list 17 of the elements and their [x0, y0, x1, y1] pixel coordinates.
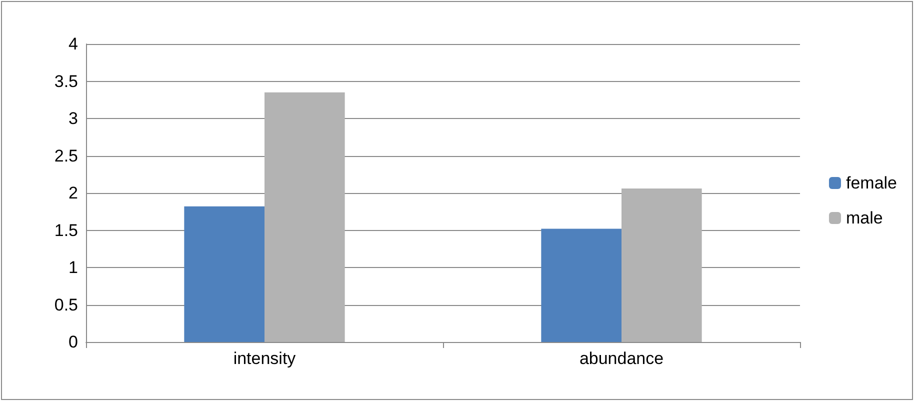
bar	[184, 206, 264, 342]
y-tick-label: 4	[68, 34, 78, 54]
y-tick-label: 0.5	[54, 295, 78, 314]
bar	[622, 188, 702, 342]
y-tick-label: 1.5	[54, 220, 78, 240]
x-tick-label: intensity	[233, 349, 296, 368]
y-tick-label: 3	[68, 109, 78, 128]
legend-label: female	[846, 174, 898, 192]
legend-label: male	[846, 208, 883, 228]
y-tick-label: 0	[68, 332, 78, 352]
y-tick-label: 2	[68, 184, 78, 202]
y-tick-label: 3.5	[54, 72, 78, 91]
bar	[541, 228, 622, 342]
bar	[264, 92, 345, 342]
y-tick-label: 1	[68, 258, 78, 277]
y-tick-label: 2.5	[54, 146, 78, 166]
x-tick-label: abundance	[579, 349, 664, 368]
